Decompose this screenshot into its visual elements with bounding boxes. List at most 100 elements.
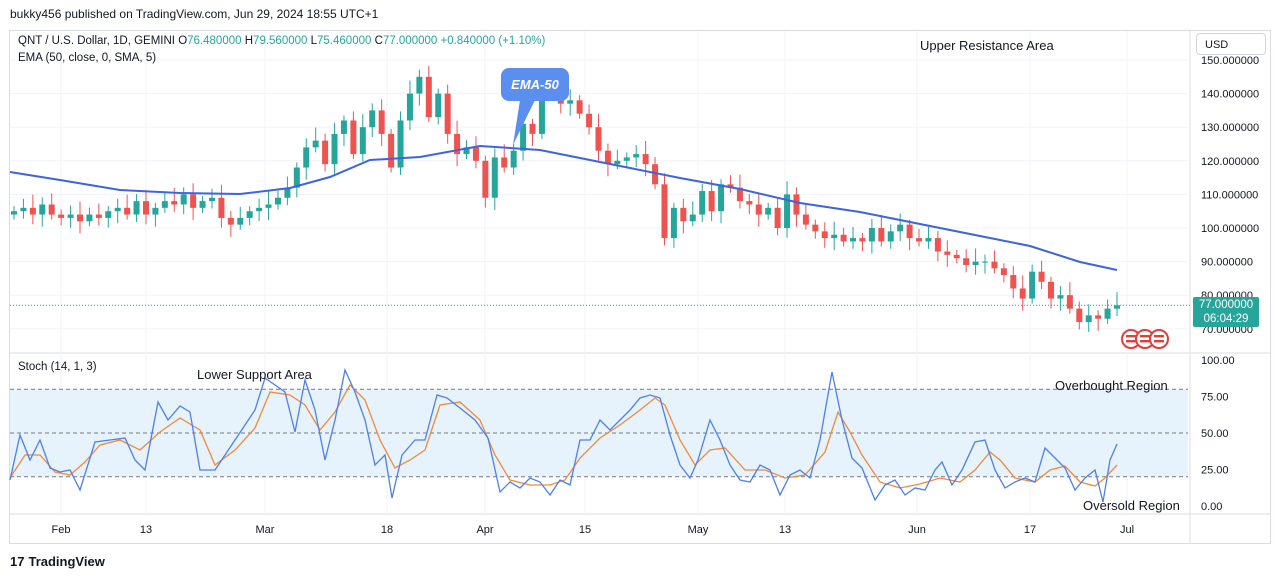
event-flag-stripe [1126, 335, 1136, 338]
candle-body [284, 187, 291, 198]
time-tick-label: May [688, 524, 709, 536]
candle-body [774, 207, 781, 228]
candle-body [878, 228, 885, 242]
candle-body [670, 207, 677, 239]
price-tick-label: 120.000000 [1201, 156, 1259, 168]
candle-body [199, 201, 206, 208]
candle-body [48, 204, 55, 215]
candle-body [736, 187, 743, 202]
candle-body [972, 261, 979, 265]
candle-body [1095, 315, 1102, 319]
event-flag-stripe [1154, 335, 1164, 338]
lower-support-label: Lower Support Area [197, 367, 312, 382]
candle-body [1010, 275, 1017, 289]
candle-body [802, 214, 809, 225]
last-price-tag: 77.000000 06:04:29 [1193, 297, 1259, 327]
candle-body [388, 133, 395, 168]
candle-body [586, 113, 593, 128]
tradingview-brand[interactable]: 17 TradingView [10, 554, 105, 569]
candle-body [76, 214, 83, 222]
ema-callout: EMA-50 [501, 68, 569, 101]
candle-body [1114, 305, 1120, 309]
candle-body [906, 224, 913, 239]
candle-body [1085, 315, 1092, 323]
time-tick-label: Apr [476, 524, 493, 536]
candle-body [812, 224, 819, 232]
candle-body [58, 214, 65, 218]
candle-body [171, 201, 178, 205]
chart-frame [9, 30, 1271, 544]
candle-body [718, 184, 725, 212]
candle-body [331, 133, 338, 165]
candle-body [312, 140, 319, 148]
candle-body [227, 217, 234, 225]
price-tick-label: 130.000000 [1201, 122, 1259, 134]
event-flag-stripe [1140, 340, 1150, 343]
candle-body [982, 261, 989, 263]
candle-body [859, 238, 866, 242]
currency-button[interactable]: USD [1196, 33, 1266, 55]
last-price-value: 77.000000 [1198, 299, 1254, 311]
ema-legend: EMA (50, close, 0, SMA, 5) [18, 52, 157, 64]
candle-body [840, 234, 847, 242]
candle-body [916, 238, 923, 242]
candle-body [1066, 295, 1073, 309]
candle-body [105, 211, 112, 218]
symbol-legend: QNT / U.S. Dollar, 1D, GEMINI O76.480000… [18, 35, 545, 47]
time-tick-label: 13 [140, 524, 152, 536]
tradingview-logo-icon: 17 [10, 554, 25, 569]
candle-body [237, 217, 244, 225]
candle-body [114, 207, 121, 212]
event-flag-stripe [1154, 340, 1164, 343]
candle-body [538, 93, 545, 134]
close-value: 77.000000 [382, 35, 438, 47]
stoch-tick-label: 50.00 [1201, 428, 1229, 440]
candle-body [482, 160, 489, 198]
candle-body [425, 76, 432, 118]
candle-body [1076, 308, 1083, 323]
candle-body [746, 201, 753, 205]
candle-body [340, 120, 347, 134]
candle-body [378, 110, 385, 134]
candle-body [614, 160, 621, 165]
candle-body [1029, 271, 1036, 299]
candle-body [501, 157, 508, 168]
candle-body [29, 207, 36, 215]
candle-body [11, 211, 17, 215]
candle-body [661, 184, 668, 239]
stoch-tick-label: 0.00 [1201, 501, 1222, 513]
time-tick-label: 18 [381, 524, 393, 536]
time-tick-label: Jul [1120, 524, 1134, 536]
overbought-label: Overbought Region [1055, 378, 1168, 393]
ema-callout-pointer [513, 100, 535, 145]
candle-body [416, 76, 423, 94]
candle-body [529, 123, 536, 134]
candle-body [953, 254, 960, 259]
candle-body [133, 201, 140, 215]
candle-body [1057, 295, 1064, 299]
candle-body [765, 207, 772, 215]
candle-body [1000, 268, 1007, 276]
time-tick-label: 13 [779, 524, 791, 536]
candle-body [755, 204, 762, 215]
candle-body [708, 191, 715, 212]
candle-body [303, 147, 310, 168]
candle-body [633, 154, 640, 158]
high-value: 79.560000 [253, 35, 308, 47]
stoch-tick-label: 75.00 [1201, 392, 1229, 404]
candle-body [491, 157, 498, 198]
candle-body [293, 167, 300, 188]
time-tick-label: Mar [256, 524, 275, 536]
candle-body [369, 110, 376, 128]
candle-body [680, 207, 687, 222]
low-label: L [310, 35, 318, 47]
candle-body [246, 211, 253, 218]
candle-body [793, 194, 800, 215]
candle-body [510, 150, 517, 168]
candle-body [887, 231, 894, 242]
high-label: H [244, 35, 254, 47]
upper-resistance-label: Upper Resistance Area [920, 38, 1054, 53]
event-flag-stripe [1126, 340, 1136, 343]
candle-body [397, 120, 404, 168]
